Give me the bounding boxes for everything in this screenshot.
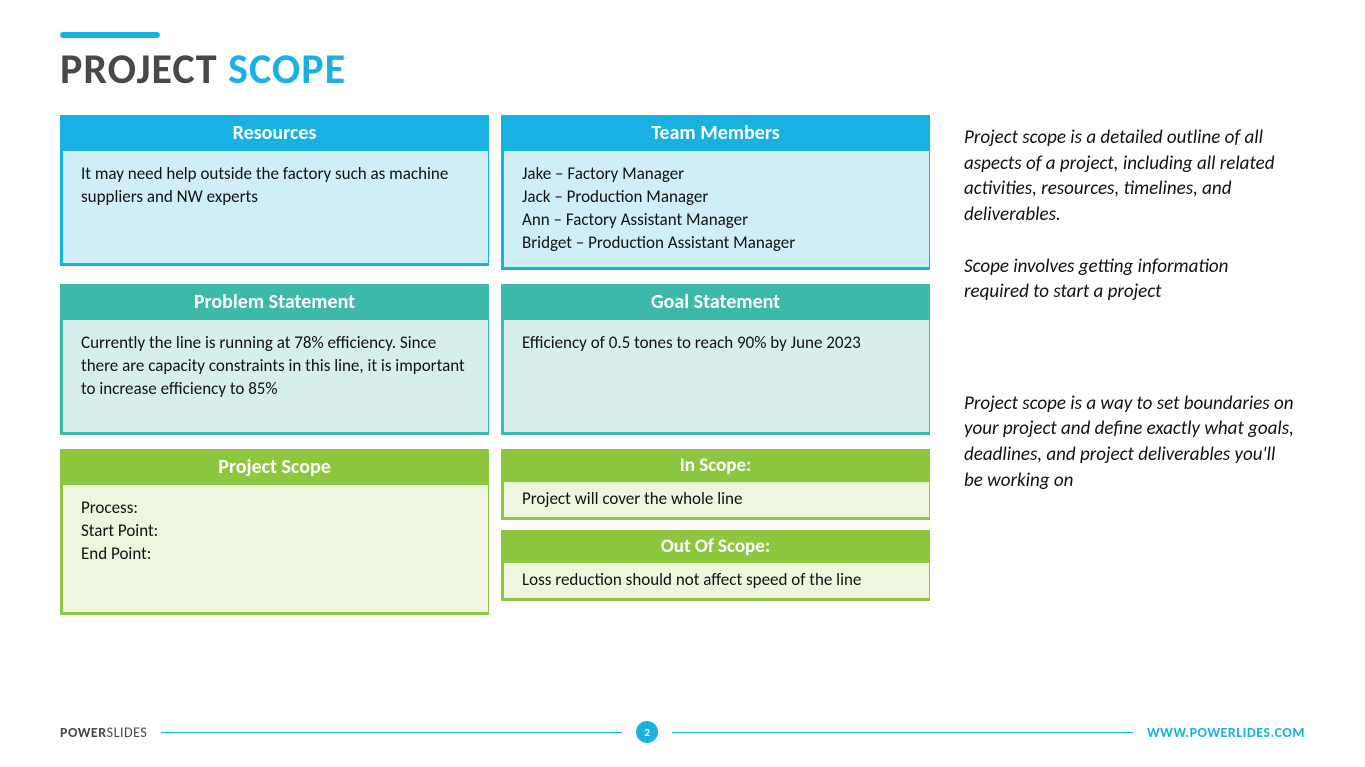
outscope-card: Out Of Scope: Loss reduction should not … xyxy=(501,530,930,601)
resources-card: Resources It may need help outside the f… xyxy=(60,115,489,270)
footer-brand: POWERSLIDES xyxy=(60,724,147,741)
problem-header: Problem Statement xyxy=(60,284,489,320)
resources-body: It may need help outside the factory suc… xyxy=(60,151,489,266)
scope-card: Project Scope Process: Start Point: End … xyxy=(60,449,489,615)
slide-title: PROJECT SCOPE xyxy=(60,44,1305,95)
goal-header: Goal Statement xyxy=(501,284,930,320)
sidebar-p1: Project scope is a detailed outline of a… xyxy=(964,125,1295,228)
scope-line: Start Point: xyxy=(81,520,470,543)
problem-card: Problem Statement Currently the line is … xyxy=(60,284,489,435)
goal-card: Goal Statement Efficiency of 0.5 tones t… xyxy=(501,284,930,435)
goal-body: Efficiency of 0.5 tones to reach 90% by … xyxy=(501,320,930,435)
scope-line: Process: xyxy=(81,497,470,520)
scope-header: Project Scope xyxy=(60,449,489,485)
scope-body: Process: Start Point: End Point: xyxy=(60,485,489,615)
title-part1: PROJECT xyxy=(60,44,218,95)
team-member: Bridget – Production Assistant Manager xyxy=(522,232,911,255)
sidebar-notes: Project scope is a detailed outline of a… xyxy=(950,115,1305,615)
team-header: Team Members xyxy=(501,115,930,151)
slide-footer: POWERSLIDES 2 WWW.POWERLIDES.COM xyxy=(60,721,1305,743)
footer-line-left xyxy=(161,732,622,733)
problem-body: Currently the line is running at 78% eff… xyxy=(60,320,489,435)
sidebar-p3: Project scope is a way to set boundaries… xyxy=(964,391,1295,494)
team-card: Team Members Jake – Factory Manager Jack… xyxy=(501,115,930,270)
content-area: Resources It may need help outside the f… xyxy=(60,115,1305,615)
team-member: Jake – Factory Manager xyxy=(522,163,911,186)
scope-line: End Point: xyxy=(81,543,470,566)
sidebar-p2: Scope involves getting information requi… xyxy=(964,254,1295,305)
cards-grid: Resources It may need help outside the f… xyxy=(60,115,930,615)
inscope-body: Project will cover the whole line xyxy=(501,482,930,520)
footer-url: WWW.POWERLIDES.COM xyxy=(1147,724,1305,741)
scope-right-stack: In Scope: Project will cover the whole l… xyxy=(501,449,930,615)
team-member: Ann – Factory Assistant Manager xyxy=(522,209,911,232)
title-part2: SCOPE xyxy=(228,44,346,95)
title-accent-bar xyxy=(60,32,160,38)
footer-brand-light: SLIDES xyxy=(107,724,148,741)
footer-line-right xyxy=(672,732,1133,733)
team-list: Jake – Factory Manager Jack – Production… xyxy=(522,163,911,255)
outscope-header: Out Of Scope: xyxy=(501,530,930,563)
footer-brand-bold: POWER xyxy=(60,724,107,741)
inscope-header: In Scope: xyxy=(501,449,930,482)
outscope-body: Loss reduction should not affect speed o… xyxy=(501,563,930,601)
inscope-card: In Scope: Project will cover the whole l… xyxy=(501,449,930,520)
team-body: Jake – Factory Manager Jack – Production… xyxy=(501,151,930,270)
resources-header: Resources xyxy=(60,115,489,151)
page-number-badge: 2 xyxy=(636,721,658,743)
team-member: Jack – Production Manager xyxy=(522,186,911,209)
